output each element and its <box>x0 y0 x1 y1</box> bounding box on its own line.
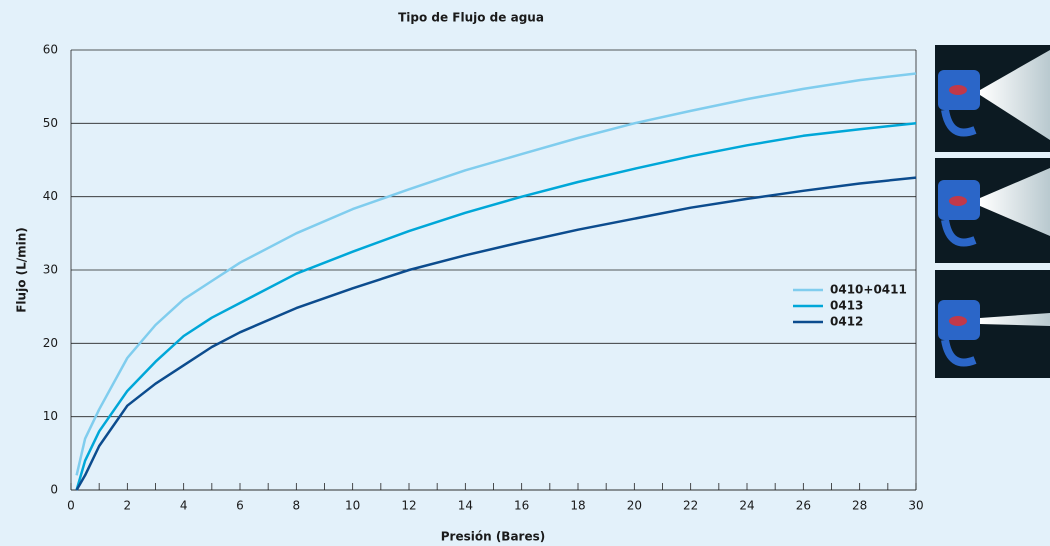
y-tick-label: 50 <box>43 116 58 130</box>
x-tick-label: 0 <box>67 499 75 513</box>
x-tick-label: 26 <box>796 499 811 513</box>
x-tick-label: 8 <box>293 499 301 513</box>
legend-label: 0412 <box>830 315 863 329</box>
x-tick-label: 28 <box>852 499 867 513</box>
legend-label: 0413 <box>830 299 863 313</box>
nozzle-photos <box>935 45 1050 378</box>
x-tick-label: 30 <box>908 499 923 513</box>
x-tick-label: 16 <box>514 499 529 513</box>
x-tick-label: 22 <box>683 499 698 513</box>
x-tick-label: 10 <box>345 499 360 513</box>
y-tick-label: 0 <box>50 483 58 497</box>
x-tick-label: 2 <box>124 499 132 513</box>
chart-title: Tipo de Flujo de agua <box>398 11 544 25</box>
y-tick-label: 60 <box>43 43 58 57</box>
y-tick-label: 40 <box>43 189 58 203</box>
photo-medium <box>935 158 1050 263</box>
legend-label: 0410+0411 <box>830 283 907 297</box>
photo-wide <box>935 45 1050 152</box>
x-tick-label: 20 <box>627 499 642 513</box>
x-tick-label: 24 <box>739 499 754 513</box>
photo-jet <box>935 270 1050 378</box>
series-line <box>75 176 917 491</box>
y-axis-label: Flujo (L/min) <box>15 227 29 313</box>
x-tick-label: 6 <box>236 499 244 513</box>
y-tick-label: 20 <box>43 336 58 350</box>
x-tick-label: 4 <box>180 499 188 513</box>
y-tick-label: 30 <box>43 263 58 277</box>
y-tick-label: 10 <box>43 409 58 423</box>
x-axis-label: Presión (Bares) <box>441 530 545 544</box>
series-line <box>75 122 917 491</box>
x-tick-label: 14 <box>458 499 473 513</box>
series-line <box>75 72 917 476</box>
x-tick-label: 12 <box>401 499 416 513</box>
x-tick-label: 18 <box>570 499 585 513</box>
